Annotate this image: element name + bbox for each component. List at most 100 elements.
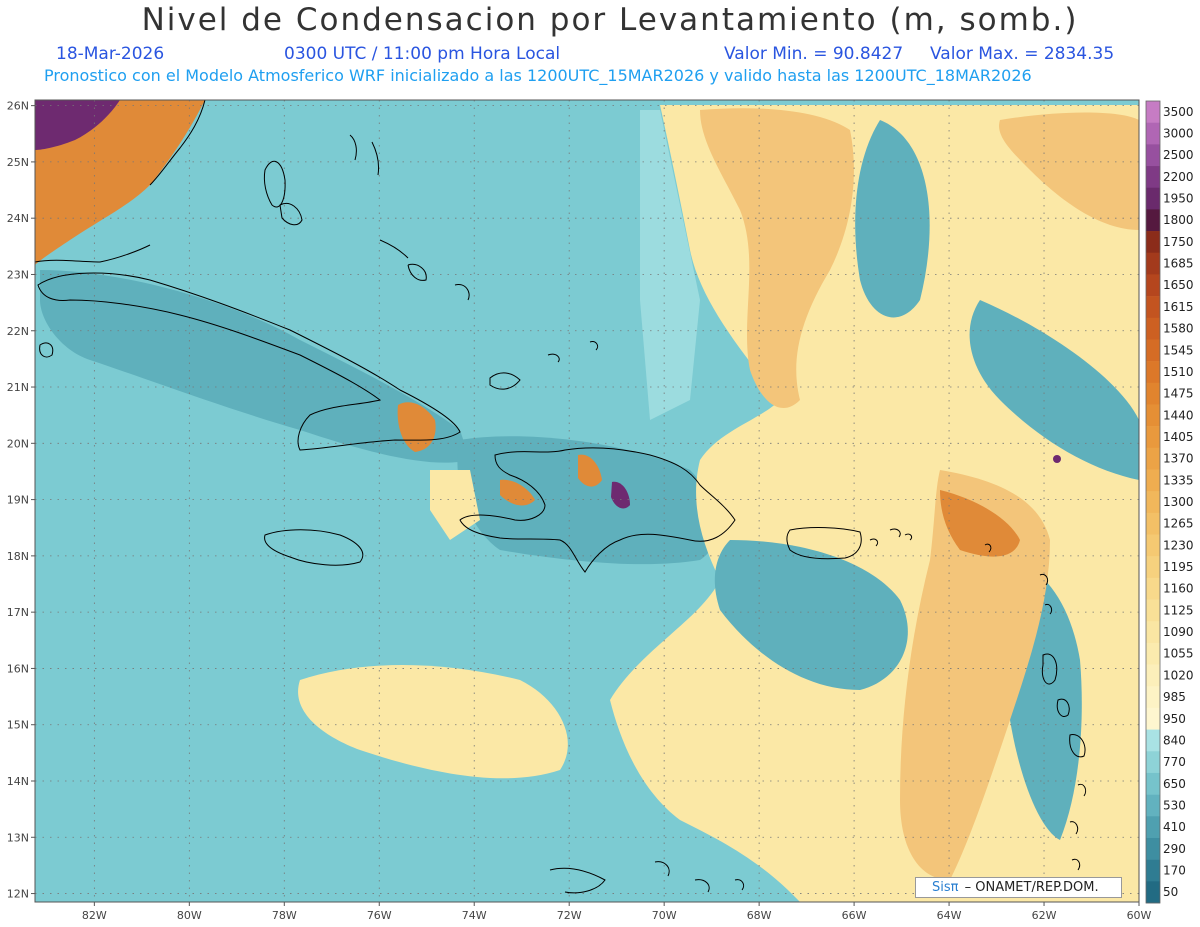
colorbar-swatch bbox=[1146, 361, 1160, 384]
colorbar-label: 1440 bbox=[1163, 408, 1194, 422]
colorbar-swatch bbox=[1146, 317, 1160, 340]
colorbar-swatch bbox=[1146, 816, 1160, 839]
colorbar-swatch bbox=[1146, 101, 1160, 123]
colorbar-label: 2200 bbox=[1163, 170, 1194, 184]
colorbar-swatch bbox=[1146, 794, 1160, 817]
colorbar-swatch bbox=[1146, 577, 1160, 600]
longitude-label: 68W bbox=[747, 909, 772, 922]
latitude-labels: 26N 25N 24N 23N 22N 21N 20N 19N 18N 17N 16N 15N 14N 1… bbox=[7, 100, 35, 901]
low-lcl-zone bbox=[457, 436, 719, 565]
colorbar-label: 1020 bbox=[1163, 668, 1194, 682]
colorbar-label: 1370 bbox=[1163, 452, 1194, 466]
colorbar-swatch bbox=[1146, 534, 1160, 557]
colorbar-label: 170 bbox=[1163, 863, 1186, 877]
colorbar-label: 1650 bbox=[1163, 278, 1194, 292]
turks-caicos-coast bbox=[489, 341, 599, 390]
very-high-lcl-spot bbox=[1053, 455, 1061, 463]
colorbar-label: 1950 bbox=[1163, 192, 1194, 206]
shaded-field bbox=[35, 100, 1139, 902]
longitude-label: 78W bbox=[272, 909, 297, 922]
longitude-label: 70W bbox=[652, 909, 677, 922]
colorbar-swatch bbox=[1146, 599, 1160, 622]
virgin-islands-coast bbox=[869, 528, 913, 547]
latitude-label: 20N bbox=[7, 437, 29, 450]
cuba-coast bbox=[37, 272, 461, 451]
colorbar-label: 1685 bbox=[1163, 257, 1194, 271]
valid-time: 0300 UTC / 11:00 pm Hora Local bbox=[284, 44, 561, 64]
hispaniola-coast bbox=[459, 447, 736, 573]
high-lcl-zone bbox=[298, 665, 568, 779]
colorbar-label: 410 bbox=[1163, 820, 1186, 834]
low-lcl-zone bbox=[855, 120, 930, 318]
colorbar-swatch bbox=[1146, 426, 1160, 449]
latitude-label: 21N bbox=[7, 381, 29, 394]
low-lcl-zone bbox=[714, 540, 908, 690]
colorbar-label: 1545 bbox=[1163, 343, 1194, 357]
elevated-lcl-zone bbox=[700, 108, 854, 409]
colorbar-frame bbox=[1145, 100, 1161, 904]
colorbar-swatch bbox=[1146, 837, 1160, 860]
low-lcl-zone bbox=[40, 270, 470, 463]
model-info: Pronostico con el Modelo Atmosferico WRF… bbox=[44, 66, 1032, 85]
colorbar-swatch bbox=[1146, 252, 1160, 275]
longitude-label: 80W bbox=[177, 909, 202, 922]
longitude-label: 64W bbox=[937, 909, 962, 922]
colorbar-swatch bbox=[1146, 404, 1160, 427]
exuma-coast bbox=[279, 203, 303, 226]
latitude-label: 16N bbox=[7, 662, 29, 675]
very-high-lcl-spot bbox=[611, 481, 630, 509]
colorbar-label: 985 bbox=[1163, 690, 1186, 704]
colorbar-label: 3500 bbox=[1163, 105, 1194, 119]
colorbar-label: 1800 bbox=[1163, 213, 1194, 227]
colorbar-swatch bbox=[1146, 447, 1160, 470]
colorbar-label: 1510 bbox=[1163, 365, 1194, 379]
colorbar-label: 2500 bbox=[1163, 148, 1194, 162]
latitude-label: 24N bbox=[7, 212, 29, 225]
colorbar-label: 1160 bbox=[1163, 582, 1194, 596]
florida-coast bbox=[34, 99, 206, 263]
colorbar-label: 1580 bbox=[1163, 322, 1194, 336]
latitude-label: 25N bbox=[7, 156, 29, 169]
longitude-labels: 82W 80W 78W 76W 74W 72W 70W 68W 66W 64W 62W 60W bbox=[82, 902, 1152, 922]
low-lcl-zone bbox=[969, 300, 1139, 480]
colorbar-label: 1195 bbox=[1163, 560, 1194, 574]
colorbar-swatch bbox=[1146, 707, 1160, 730]
colorbar-label: 1265 bbox=[1163, 517, 1194, 531]
credit-organization: – ONAMET/REP.DOM. bbox=[964, 880, 1099, 895]
south-america-coast bbox=[549, 861, 745, 894]
longitude-label: 60W bbox=[1127, 909, 1152, 922]
max-value: Valor Max. = 2834.35 bbox=[930, 44, 1115, 64]
colorbar-label: 50 bbox=[1163, 885, 1178, 899]
latitude-label: 12N bbox=[7, 888, 29, 901]
colorbar-swatch bbox=[1146, 469, 1160, 492]
colorbar-label: 1475 bbox=[1163, 387, 1194, 401]
high-lcl-band bbox=[940, 490, 1020, 557]
moderate-lcl-zone bbox=[640, 110, 700, 420]
colorbar-label: 1615 bbox=[1163, 300, 1194, 314]
colorbar-label: 1300 bbox=[1163, 495, 1194, 509]
colorbar-swatch bbox=[1146, 664, 1160, 687]
colorbar-label: 1125 bbox=[1163, 603, 1194, 617]
colorbar-label: 840 bbox=[1163, 733, 1186, 747]
colorbar-swatch bbox=[1146, 209, 1160, 232]
colorbar-swatch bbox=[1146, 382, 1160, 405]
colorbar-label: 530 bbox=[1163, 798, 1186, 812]
map-title: Nivel de Condensacion por Levantamiento … bbox=[141, 2, 1079, 38]
high-lcl-zone bbox=[430, 470, 480, 540]
colorbar-label: 1230 bbox=[1163, 538, 1194, 552]
longitude-label: 62W bbox=[1032, 909, 1057, 922]
colorbar-label: 3000 bbox=[1163, 127, 1194, 141]
high-lcl-spot bbox=[578, 454, 602, 487]
colorbar-label: 1405 bbox=[1163, 430, 1194, 444]
puerto-rico-coast bbox=[786, 527, 862, 560]
colorbar-swatch bbox=[1146, 686, 1160, 709]
latitude-label: 22N bbox=[7, 325, 29, 338]
colorbar-label: 770 bbox=[1163, 755, 1186, 769]
colorbar-swatch bbox=[1146, 274, 1160, 297]
colorbar-label: 650 bbox=[1163, 777, 1186, 791]
colorbar-label: 1055 bbox=[1163, 647, 1194, 661]
jamaica-coast bbox=[264, 529, 364, 566]
colorbar-swatch bbox=[1146, 187, 1160, 210]
coastlines bbox=[34, 99, 1087, 894]
